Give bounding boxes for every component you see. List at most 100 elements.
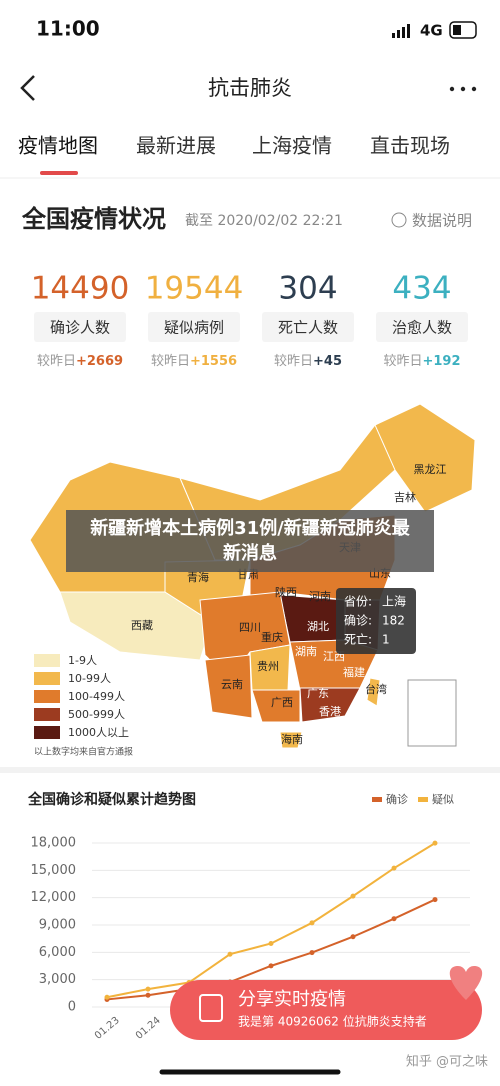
region bbox=[204, 654, 253, 719]
region bbox=[251, 689, 301, 723]
point bbox=[350, 934, 356, 940]
watermark: 知乎 @可之味 bbox=[406, 1054, 488, 1070]
tab[interactable]: 疫情地图 bbox=[18, 134, 98, 158]
province-label: 湖南 bbox=[295, 645, 317, 658]
region bbox=[374, 403, 476, 513]
stat-label-bg bbox=[262, 312, 354, 342]
map-labels: 黑龙江吉林天津山东青海甘肃西藏陕西河南湖北四川重庆湖南江西福建贵州云南广西广东香… bbox=[131, 463, 447, 746]
y-tick-label: 18,000 bbox=[31, 836, 77, 851]
tab[interactable]: 最新进展 bbox=[136, 134, 216, 158]
battery-level bbox=[453, 25, 461, 35]
delta-prefix: 较昨日 bbox=[37, 354, 76, 369]
province-label: 海南 bbox=[281, 732, 303, 746]
legend-swatch bbox=[34, 726, 60, 739]
header-title: 抗击肺炎 bbox=[208, 76, 292, 100]
tooltip-label: 省份: bbox=[344, 595, 372, 609]
province-label: 香港 bbox=[319, 705, 341, 718]
point bbox=[145, 992, 151, 998]
tab[interactable]: 上海疫情 bbox=[252, 134, 332, 158]
chart: 确诊 疑似 0 3,000 6,000 9,000 12,000 15,000 18,000 01… bbox=[31, 792, 470, 1042]
province-label: 福建 bbox=[343, 665, 365, 679]
region bbox=[279, 731, 303, 749]
share-subtitle: 我是第 40926062 位抗肺炎支持者 bbox=[238, 1014, 427, 1029]
legend-swatch bbox=[34, 672, 60, 685]
banner-wrap: 新疆新增本土病例31例/新疆新冠肺炎最新消息 bbox=[90, 518, 410, 564]
signal-icon bbox=[392, 24, 410, 38]
stat-delta: 较昨日+1556 bbox=[151, 354, 237, 369]
tooltip-label: 确诊: bbox=[344, 614, 372, 628]
more-button[interactable] bbox=[449, 86, 477, 92]
map-legend: 1-9人 10-99人 100-499人 500-999人 1000人以上 bbox=[34, 654, 129, 739]
stat-value: 19544 bbox=[145, 271, 244, 307]
legend-swatch bbox=[34, 654, 60, 667]
tooltip-value: 1 bbox=[382, 633, 390, 647]
legend-label: 疑似 bbox=[432, 793, 454, 806]
share-button[interactable] bbox=[170, 980, 482, 1040]
legend-label: 100-499人 bbox=[68, 690, 125, 703]
y-tick-label: 12,000 bbox=[31, 890, 77, 905]
province-label: 云南 bbox=[221, 678, 243, 691]
help-icon[interactable] bbox=[391, 212, 407, 228]
x-tick-label: 01.24 bbox=[134, 1015, 163, 1042]
delta-prefix: 较昨日 bbox=[274, 354, 313, 369]
y-tick-label: 15,000 bbox=[31, 863, 77, 878]
province-label: 四川 bbox=[239, 621, 261, 634]
legend-label: 确诊 bbox=[386, 792, 408, 806]
chart-title: 全国确诊和疑似累计趋势图 bbox=[27, 791, 196, 808]
stat-label-bg bbox=[148, 312, 240, 342]
point bbox=[309, 920, 315, 926]
stats: 14490确诊人数较昨日+266919544疑似病例较昨日+1556304死亡人… bbox=[31, 271, 468, 369]
province-label: 湖北 bbox=[307, 620, 329, 633]
x-tick-label: 01.23 bbox=[93, 1015, 122, 1042]
share-icon bbox=[199, 994, 223, 1022]
province-label: 广西 bbox=[271, 696, 293, 709]
y-tick-label: 6,000 bbox=[39, 945, 76, 960]
tooltip bbox=[336, 588, 416, 654]
stat-label: 治愈人数 bbox=[392, 319, 452, 337]
stat-value: 14490 bbox=[31, 271, 130, 307]
status-time: 11:00 bbox=[36, 17, 100, 41]
province-label: 黑龙江 bbox=[414, 463, 447, 476]
legend-label: 500-999人 bbox=[68, 708, 125, 721]
province-label: 陕西 bbox=[275, 585, 297, 599]
help-link[interactable]: 数据说明 bbox=[412, 212, 472, 230]
y-tick-label: 0 bbox=[68, 1000, 76, 1015]
legend-note: 以上数字均来自官方通报 bbox=[34, 746, 133, 758]
tab[interactable]: 直击现场 bbox=[370, 134, 450, 158]
delta-value: +45 bbox=[313, 354, 342, 369]
province-label: 台湾 bbox=[365, 682, 387, 696]
heart-icon bbox=[449, 966, 483, 1000]
legend-swatch bbox=[34, 690, 60, 703]
delta-prefix: 较昨日 bbox=[383, 354, 422, 369]
legend-label: 10-99人 bbox=[68, 672, 111, 685]
tooltip-label: 死亡: bbox=[344, 633, 372, 647]
province-label: 贵州 bbox=[257, 660, 279, 673]
point bbox=[309, 950, 315, 956]
stat-value: 434 bbox=[392, 271, 451, 307]
status-network: 4G bbox=[420, 22, 443, 40]
back-button[interactable] bbox=[20, 75, 35, 101]
banner-text: 新疆新增本土病例31例/新疆新冠肺炎最新消息 bbox=[90, 518, 410, 564]
section-title: 全国疫情状况 bbox=[21, 205, 166, 233]
province-label: 河南 bbox=[309, 590, 331, 603]
stat-delta: 较昨日+192 bbox=[383, 354, 460, 369]
battery-icon bbox=[449, 21, 477, 39]
tooltip-value: 182 bbox=[382, 614, 405, 628]
stat-label: 确诊人数 bbox=[50, 319, 110, 337]
legend-swatch bbox=[34, 708, 60, 721]
inset-box bbox=[407, 679, 457, 747]
stat-delta: 较昨日+2669 bbox=[37, 354, 123, 369]
delta-value: +2669 bbox=[76, 354, 123, 369]
province-label: 青海 bbox=[187, 570, 209, 584]
stat-delta: 较昨日+45 bbox=[274, 354, 342, 369]
tooltip-value: 上海 bbox=[382, 594, 406, 609]
legend-label: 1000人以上 bbox=[68, 726, 129, 739]
news-banner[interactable] bbox=[66, 510, 434, 572]
legend-label: 1-9人 bbox=[68, 654, 97, 667]
province-label: 广东 bbox=[307, 687, 329, 700]
point bbox=[432, 897, 438, 903]
stat-label-bg bbox=[376, 312, 468, 342]
y-tick-label: 9,000 bbox=[39, 918, 76, 933]
